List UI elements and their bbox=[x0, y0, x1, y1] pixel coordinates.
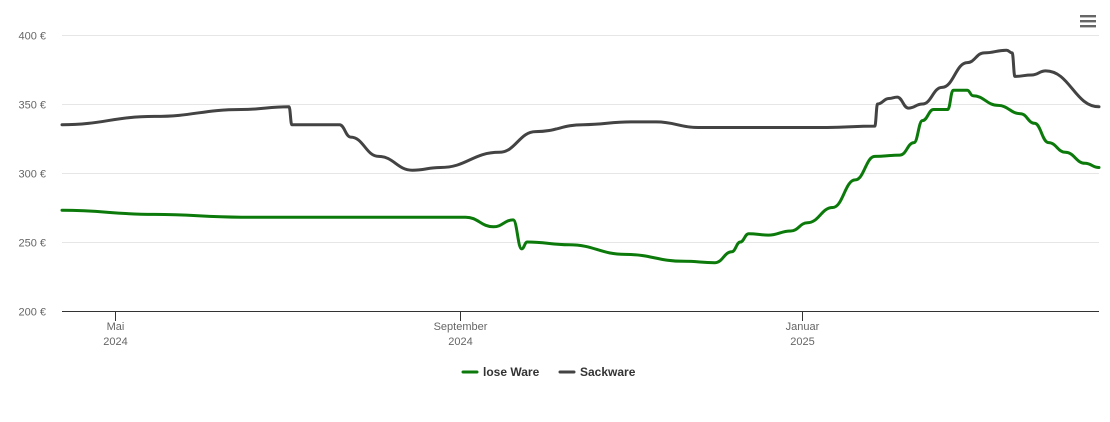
legend-item[interactable]: lose Ware bbox=[461, 365, 540, 379]
x-tick-month: Januar bbox=[786, 321, 820, 333]
grid-lines bbox=[62, 35, 1099, 243]
series-lines bbox=[60, 48, 1101, 265]
x-tick-year: 2025 bbox=[790, 336, 814, 348]
hamburger-menu-icon[interactable] bbox=[1076, 10, 1100, 32]
legend-label: lose Ware bbox=[483, 365, 540, 379]
legend-label: Sackware bbox=[580, 365, 636, 379]
legend-item[interactable]: Sackware bbox=[558, 365, 636, 379]
series-line-1 bbox=[60, 48, 1101, 172]
y-tick-label: 300 € bbox=[18, 169, 46, 181]
x-tick-month: Mai bbox=[107, 321, 125, 333]
y-tick-label: 250 € bbox=[18, 238, 46, 250]
y-tick-label: 200 € bbox=[18, 307, 46, 319]
x-tick-year: 2024 bbox=[103, 336, 127, 348]
series-line-0 bbox=[60, 88, 1101, 265]
y-tick-label: 350 € bbox=[18, 100, 46, 112]
legend: lose Ware Sackware bbox=[461, 365, 636, 379]
x-tick-year: 2024 bbox=[448, 336, 472, 348]
y-axis: 200 € 250 € 300 € 350 € 400 € bbox=[18, 31, 46, 319]
y-tick-label: 400 € bbox=[18, 31, 46, 43]
x-tick-month: September bbox=[434, 321, 488, 333]
x-axis: Mai 2024 September 2024 Januar 2025 bbox=[62, 311, 1099, 348]
